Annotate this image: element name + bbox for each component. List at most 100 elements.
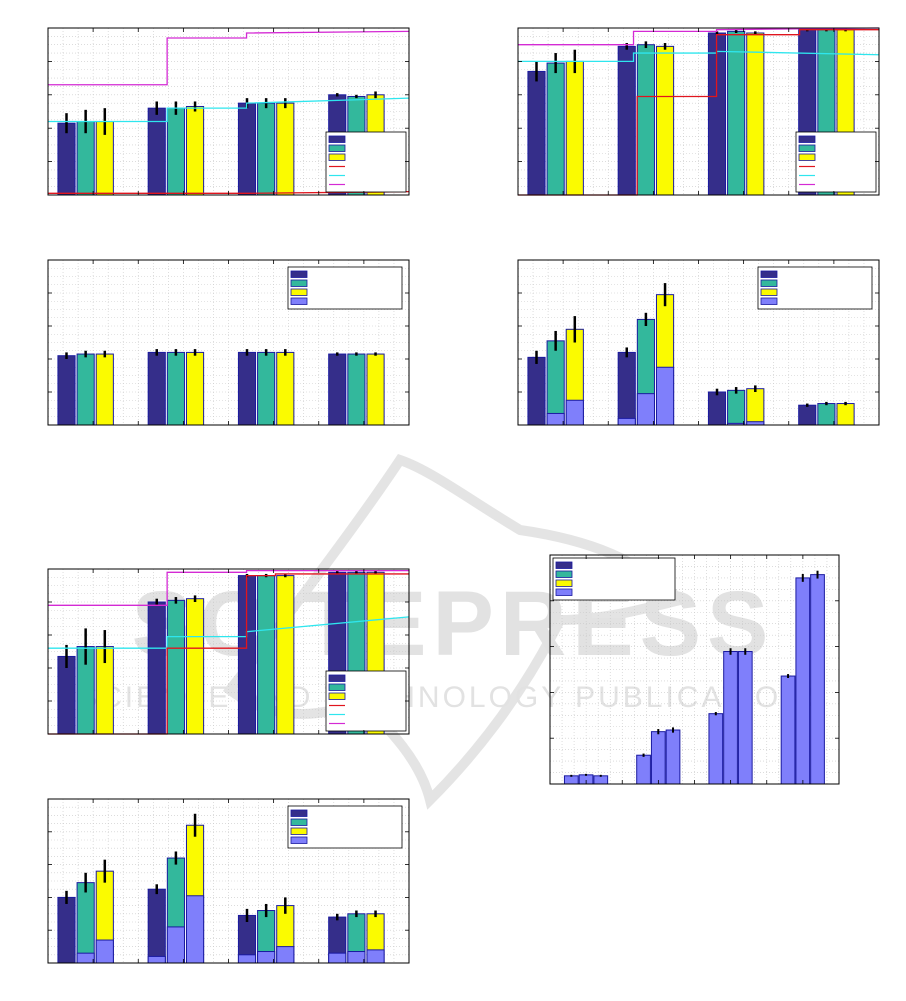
legend-swatch xyxy=(760,279,778,287)
bar xyxy=(95,353,114,426)
bar xyxy=(185,351,205,426)
bar xyxy=(817,403,836,426)
bar xyxy=(166,351,185,426)
step-line xyxy=(48,30,410,86)
bar xyxy=(617,45,636,196)
bar-stacked xyxy=(655,366,675,426)
bar xyxy=(185,105,205,196)
legend-swatch xyxy=(290,827,308,835)
bar xyxy=(593,775,609,785)
bar-stacked xyxy=(636,393,655,426)
chart-bottom-left xyxy=(47,798,410,964)
bar xyxy=(546,340,565,426)
bar xyxy=(565,60,584,196)
bar-stacked xyxy=(237,954,257,964)
bar xyxy=(527,70,546,196)
bar-stacked xyxy=(328,952,347,964)
legend-swatch xyxy=(798,144,816,152)
chart-top-right xyxy=(517,27,880,196)
bar xyxy=(276,351,295,426)
legend-swatch xyxy=(555,570,573,578)
bar xyxy=(798,404,817,426)
legend-swatch xyxy=(760,288,778,296)
legend-swatch xyxy=(290,270,308,278)
legend-swatch xyxy=(555,579,573,587)
bar-stacked xyxy=(546,412,565,426)
bar xyxy=(636,44,655,196)
chart-middle-left xyxy=(47,259,410,426)
legend-swatch xyxy=(760,297,778,305)
bar xyxy=(707,391,727,426)
bar xyxy=(746,32,765,196)
bar xyxy=(276,102,295,196)
bar xyxy=(76,353,95,426)
bar xyxy=(836,403,855,426)
legend-swatch xyxy=(328,683,346,691)
bar xyxy=(347,353,366,426)
chart-lower-left xyxy=(47,568,410,735)
bar xyxy=(650,731,666,785)
bar-stacked xyxy=(565,399,584,426)
bar xyxy=(563,775,579,785)
legend-swatch xyxy=(328,144,346,152)
bar xyxy=(166,107,185,196)
step-line xyxy=(48,97,410,123)
legend-swatch xyxy=(555,588,573,596)
bar xyxy=(737,651,753,785)
legend-swatch xyxy=(798,153,816,161)
bar-stacked xyxy=(76,952,95,964)
bar-stacked xyxy=(257,951,276,964)
chart-top-left xyxy=(47,27,410,196)
bar xyxy=(636,754,651,785)
bar xyxy=(276,575,295,735)
bar xyxy=(723,651,738,785)
legend-box xyxy=(552,557,676,601)
bar xyxy=(810,574,825,785)
step-line xyxy=(518,50,880,63)
legend-swatch xyxy=(290,818,308,826)
bar-stacked xyxy=(347,951,366,964)
step-line xyxy=(48,616,410,649)
legend-swatch xyxy=(760,270,778,278)
bar xyxy=(665,729,681,785)
legend-swatch xyxy=(290,836,308,844)
bar xyxy=(257,575,276,735)
chart-middle-right xyxy=(517,259,880,426)
bar xyxy=(185,598,205,735)
bar-stacked xyxy=(276,946,295,964)
bar xyxy=(795,577,811,785)
bar xyxy=(527,356,546,426)
bar xyxy=(655,45,675,196)
bar-stacked xyxy=(147,955,166,964)
bar-stacked xyxy=(366,949,385,964)
bar xyxy=(147,351,166,426)
bar xyxy=(328,353,347,426)
bar xyxy=(57,655,76,735)
bar xyxy=(166,599,185,735)
bar xyxy=(727,389,746,426)
bar xyxy=(237,102,257,196)
bar xyxy=(780,675,796,785)
legend-swatch xyxy=(290,297,308,305)
bar xyxy=(257,102,276,196)
bar xyxy=(237,351,257,426)
bar-stacked xyxy=(166,926,185,964)
legend-swatch xyxy=(290,288,308,296)
legend-swatch xyxy=(555,561,573,569)
bar xyxy=(57,122,76,196)
bar xyxy=(617,351,636,426)
legend-swatch xyxy=(328,135,346,143)
legend-swatch xyxy=(328,674,346,682)
bar xyxy=(727,30,746,196)
legend-swatch xyxy=(328,153,346,161)
bar xyxy=(366,353,385,426)
legend-swatch xyxy=(290,809,308,817)
bar-stacked xyxy=(95,939,114,964)
bar-stacked xyxy=(185,895,205,964)
step-line xyxy=(48,573,409,735)
bar xyxy=(147,888,166,964)
bar xyxy=(147,601,166,735)
bar xyxy=(57,355,76,426)
step-line xyxy=(518,29,879,196)
bar xyxy=(57,896,76,964)
